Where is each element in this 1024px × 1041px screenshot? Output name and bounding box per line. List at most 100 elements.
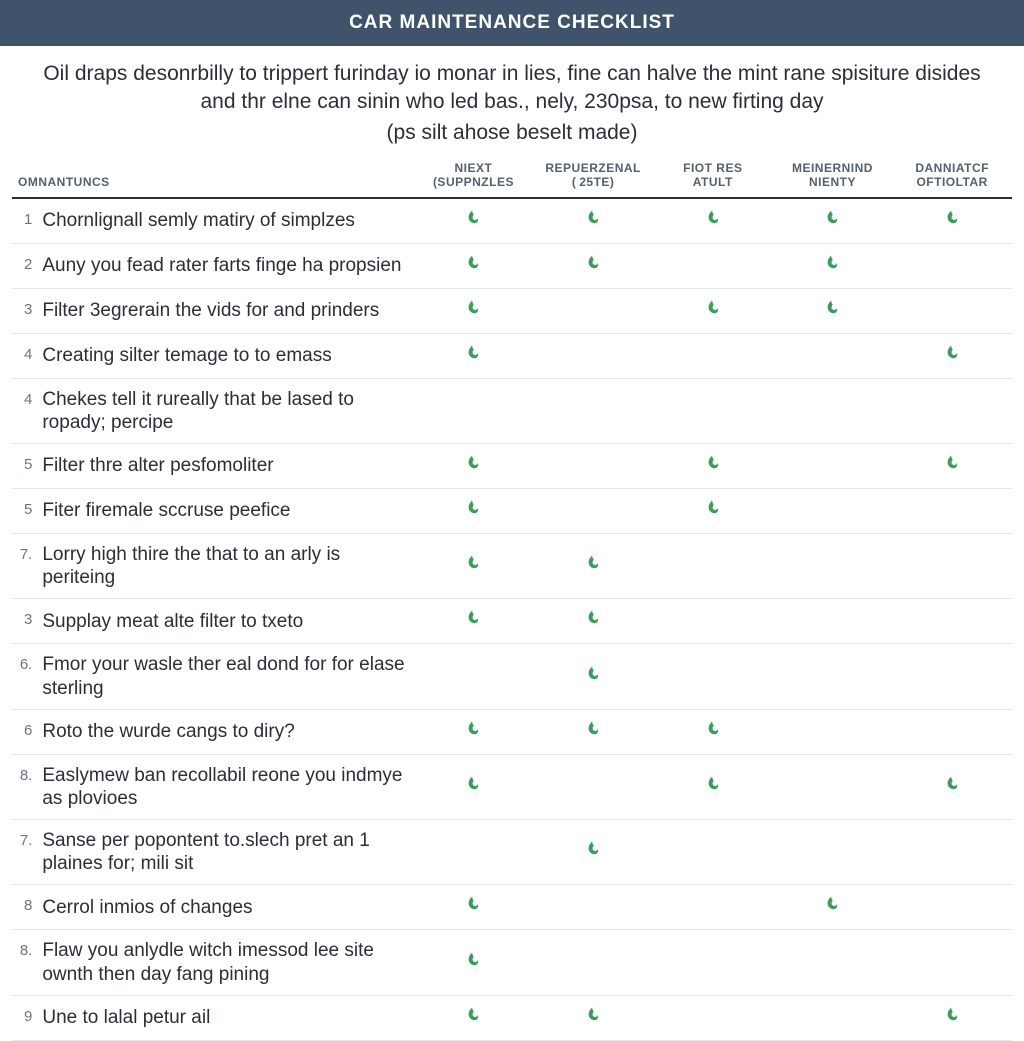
check-cell[interactable] xyxy=(653,930,773,995)
check-icon xyxy=(463,1005,483,1025)
check-cell[interactable] xyxy=(773,198,893,244)
check-cell[interactable] xyxy=(653,198,773,244)
check-cell[interactable] xyxy=(533,599,653,644)
check-cell[interactable] xyxy=(414,288,534,333)
check-cell[interactable] xyxy=(892,754,1012,819)
check-cell[interactable] xyxy=(892,709,1012,754)
check-cell[interactable] xyxy=(533,885,653,930)
check-cell[interactable] xyxy=(533,534,653,599)
check-cell[interactable] xyxy=(414,198,534,244)
check-cell[interactable] xyxy=(414,378,534,443)
check-cell[interactable] xyxy=(773,820,893,885)
check-cell[interactable] xyxy=(653,243,773,288)
check-cell[interactable] xyxy=(773,489,893,534)
check-cell[interactable] xyxy=(892,378,1012,443)
check-cell[interactable] xyxy=(414,754,534,819)
check-cell[interactable] xyxy=(414,820,534,885)
check-cell[interactable] xyxy=(773,754,893,819)
check-cell[interactable] xyxy=(414,930,534,995)
check-cell[interactable] xyxy=(533,198,653,244)
check-cell[interactable] xyxy=(773,644,893,709)
check-cell[interactable] xyxy=(773,333,893,378)
check-cell[interactable] xyxy=(892,930,1012,995)
check-cell[interactable] xyxy=(773,534,893,599)
check-cell[interactable] xyxy=(892,198,1012,244)
table-row: 3Filter 3egrerain the vids for and prind… xyxy=(12,288,1012,333)
check-cell[interactable] xyxy=(892,534,1012,599)
check-cell[interactable] xyxy=(653,599,773,644)
check-cell[interactable] xyxy=(533,333,653,378)
check-cell[interactable] xyxy=(414,995,534,1040)
check-icon xyxy=(703,298,723,318)
table-row: 1Chornlignall semly matiry of simplzes xyxy=(12,198,1012,244)
check-cell[interactable] xyxy=(414,644,534,709)
check-cell[interactable] xyxy=(414,599,534,644)
check-cell[interactable] xyxy=(653,534,773,599)
check-icon xyxy=(822,298,842,318)
col-header-task: OMNANTUNCS xyxy=(12,155,414,198)
check-cell[interactable] xyxy=(533,644,653,709)
check-cell[interactable] xyxy=(892,644,1012,709)
check-cell[interactable] xyxy=(533,288,653,333)
check-cell[interactable] xyxy=(653,288,773,333)
check-cell[interactable] xyxy=(414,885,534,930)
check-icon xyxy=(942,208,962,228)
check-cell[interactable] xyxy=(414,534,534,599)
check-cell[interactable] xyxy=(653,754,773,819)
check-icon xyxy=(583,664,603,684)
check-cell[interactable] xyxy=(773,288,893,333)
check-cell[interactable] xyxy=(653,489,773,534)
check-cell[interactable] xyxy=(653,444,773,489)
check-icon xyxy=(822,253,842,273)
check-cell[interactable] xyxy=(533,444,653,489)
check-cell[interactable] xyxy=(533,378,653,443)
check-icon xyxy=(463,343,483,363)
check-cell[interactable] xyxy=(533,820,653,885)
check-cell[interactable] xyxy=(653,885,773,930)
check-cell[interactable] xyxy=(653,333,773,378)
row-task: Fmor your wasle ther eal dond for for el… xyxy=(38,644,413,709)
check-cell[interactable] xyxy=(533,754,653,819)
check-cell[interactable] xyxy=(414,333,534,378)
check-icon xyxy=(583,719,603,739)
check-cell[interactable] xyxy=(414,489,534,534)
check-cell[interactable] xyxy=(892,599,1012,644)
check-cell[interactable] xyxy=(533,243,653,288)
check-cell[interactable] xyxy=(653,995,773,1040)
check-cell[interactable] xyxy=(533,930,653,995)
check-cell[interactable] xyxy=(653,644,773,709)
table-row: 5Fiter firemale sccruse peefice xyxy=(12,489,1012,534)
check-cell[interactable] xyxy=(773,885,893,930)
check-cell[interactable] xyxy=(773,444,893,489)
check-cell[interactable] xyxy=(892,489,1012,534)
check-cell[interactable] xyxy=(773,709,893,754)
check-cell[interactable] xyxy=(653,709,773,754)
check-cell[interactable] xyxy=(892,995,1012,1040)
table-header: OMNANTUNCS NIEXT (SUPPNZLES REPUERZENAL … xyxy=(12,155,1012,198)
check-cell[interactable] xyxy=(773,243,893,288)
row-number: 2 xyxy=(12,243,38,288)
check-cell[interactable] xyxy=(773,995,893,1040)
check-cell[interactable] xyxy=(653,378,773,443)
check-cell[interactable] xyxy=(773,930,893,995)
check-cell[interactable] xyxy=(533,709,653,754)
check-cell[interactable] xyxy=(414,444,534,489)
check-cell[interactable] xyxy=(892,444,1012,489)
table-row: 9Une to lalal petur ail xyxy=(12,995,1012,1040)
check-cell[interactable] xyxy=(414,709,534,754)
check-icon xyxy=(583,253,603,273)
check-cell[interactable] xyxy=(414,243,534,288)
check-cell[interactable] xyxy=(892,820,1012,885)
check-cell[interactable] xyxy=(773,599,893,644)
check-cell[interactable] xyxy=(892,885,1012,930)
check-cell[interactable] xyxy=(892,288,1012,333)
check-cell[interactable] xyxy=(892,333,1012,378)
check-cell[interactable] xyxy=(533,489,653,534)
check-icon xyxy=(583,208,603,228)
check-cell[interactable] xyxy=(533,995,653,1040)
table-row: 8.Easlymew ban recollabil reone you indm… xyxy=(12,754,1012,819)
row-number: 3 xyxy=(12,599,38,644)
check-cell[interactable] xyxy=(653,820,773,885)
check-cell[interactable] xyxy=(892,243,1012,288)
check-cell[interactable] xyxy=(773,378,893,443)
